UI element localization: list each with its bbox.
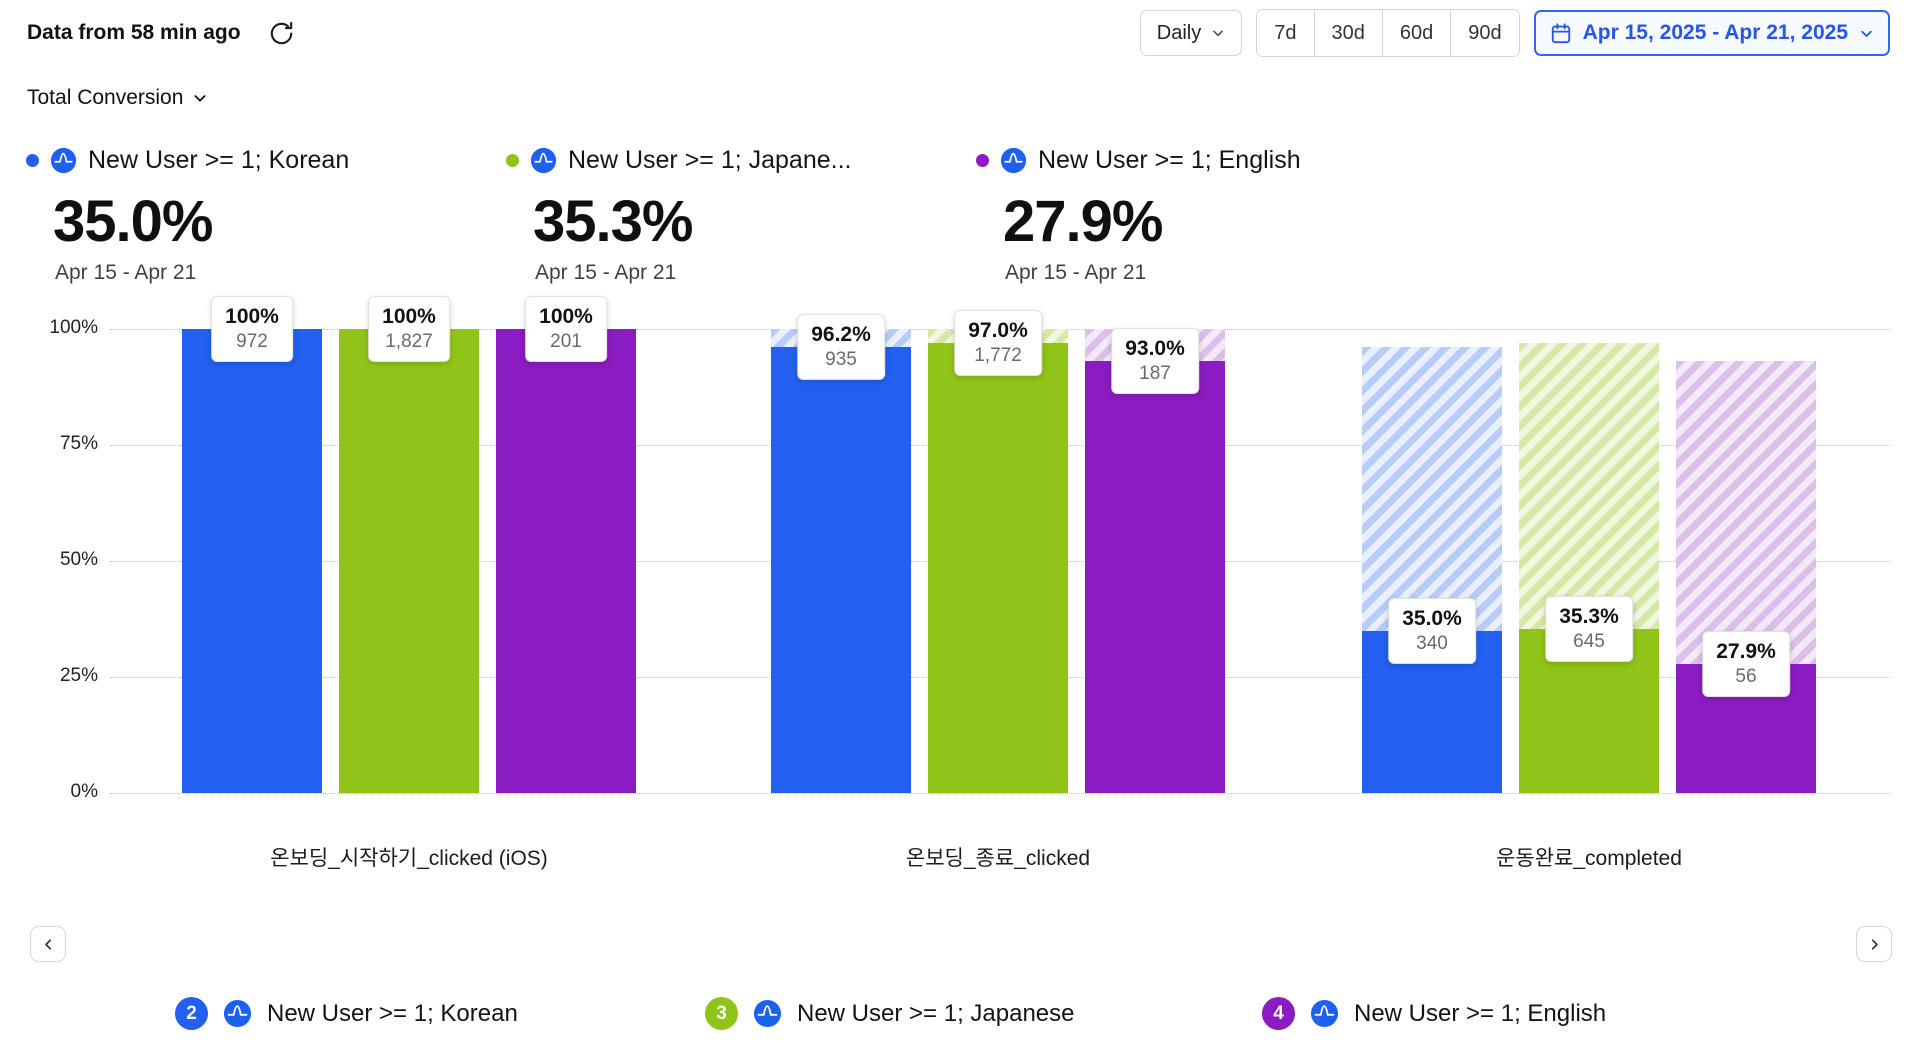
calendar-icon	[1550, 22, 1572, 44]
series-summary-korean: New User >= 1; Korean 35.0% Apr 15 - Apr…	[26, 144, 496, 285]
bar-value-label: 35.3% 645	[1545, 596, 1633, 663]
range-60d-button[interactable]: 60d	[1381, 10, 1451, 56]
series-summary-english: New User >= 1; English 27.9% Apr 15 - Ap…	[976, 144, 1446, 285]
bar-value-label: 100% 1,827	[368, 296, 450, 362]
granularity-dropdown[interactable]: Daily	[1139, 10, 1243, 56]
amplitude-event-icon	[1000, 147, 1027, 174]
series-legend[interactable]: New User >= 1; Japane...	[506, 144, 976, 176]
funnel-bar[interactable]	[1085, 361, 1225, 793]
quick-range-group: 7d 30d 60d 90d	[1256, 9, 1520, 57]
step-number-badge: 4	[1262, 997, 1295, 1030]
legend-name: New User >= 1; Korean	[267, 999, 518, 1027]
next-page-button[interactable]	[1856, 926, 1892, 962]
legend-item-japanese[interactable]: 3 New User >= 1; Japanese	[705, 997, 1075, 1030]
series-name: New User >= 1; English	[1038, 145, 1301, 174]
date-range-picker[interactable]: Apr 15, 2025 - Apr 21, 2025	[1533, 10, 1890, 56]
toolbar: Data from 58 min ago Daily 7d 30d 60d 90…	[0, 8, 1906, 58]
conversion-value: 35.0%	[53, 189, 213, 254]
x-axis-category-label: 온보딩_시작하기_clicked (iOS)	[270, 847, 548, 870]
series-legend[interactable]: New User >= 1; Korean	[26, 144, 496, 176]
refresh-icon[interactable]	[265, 17, 298, 50]
conversion-date-range: Apr 15 - Apr 21	[55, 261, 197, 284]
funnel-dropoff-hatch	[1676, 361, 1816, 664]
series-summary-japanese: New User >= 1; Japane... 35.3% Apr 15 - …	[506, 144, 976, 285]
bar-value-label: 97.0% 1,772	[954, 309, 1042, 376]
y-axis-tick-label: 50%	[59, 549, 98, 570]
amplitude-event-icon	[530, 147, 557, 174]
conversion-date-range: Apr 15 - Apr 21	[535, 261, 677, 284]
bar-value-label: 96.2% 935	[797, 313, 885, 380]
legend-item-korean[interactable]: 2 New User >= 1; Korean	[175, 997, 518, 1030]
bar-value-label: 100% 201	[525, 296, 607, 362]
range-30d-button[interactable]: 30d	[1313, 10, 1382, 56]
x-axis-category-label: 온보딩_종료_clicked	[905, 847, 1091, 870]
funnel-bar[interactable]	[928, 342, 1068, 793]
y-axis-tick-label: 0%	[70, 781, 98, 802]
legend-name: New User >= 1; Japanese	[797, 999, 1075, 1027]
chevron-down-icon	[194, 95, 206, 102]
data-freshness-label: Data from 58 min ago	[27, 21, 241, 44]
funnel-dropoff-hatch	[1362, 346, 1502, 631]
bar-value-label: 35.0% 340	[1388, 597, 1476, 664]
series-legend[interactable]: New User >= 1; English	[976, 144, 1446, 176]
series-color-dot	[26, 153, 39, 167]
funnel-bar[interactable]	[339, 329, 479, 793]
range-7d-button[interactable]: 7d	[1257, 10, 1314, 56]
y-axis-tick-label: 75%	[59, 433, 98, 454]
series-color-dot	[976, 153, 989, 167]
gridline	[110, 793, 1890, 794]
bar-value-label: 100% 972	[211, 296, 293, 362]
conversion-value: 27.9%	[1003, 189, 1163, 254]
series-name: New User >= 1; Korean	[88, 145, 350, 174]
toolbar-controls: Daily 7d 30d 60d 90d Apr 15, 2025 - Apr …	[1139, 9, 1890, 57]
amplitude-event-icon	[50, 147, 77, 174]
range-90d-button[interactable]: 90d	[1450, 10, 1519, 56]
series-name: New User >= 1; Japane...	[568, 145, 852, 174]
amplitude-event-icon	[753, 999, 782, 1028]
legend-name: New User >= 1; English	[1354, 999, 1607, 1027]
funnel-bar[interactable]	[496, 329, 636, 793]
step-number-badge: 2	[175, 997, 208, 1030]
funnel-dropoff-hatch	[1519, 342, 1659, 630]
legend-item-english[interactable]: 4 New User >= 1; English	[1262, 997, 1606, 1030]
granularity-value: Daily	[1156, 21, 1202, 44]
series-color-dot	[506, 153, 519, 167]
y-axis-tick-label: 100%	[49, 317, 98, 338]
amplitude-event-icon	[223, 999, 252, 1028]
prev-page-button[interactable]	[30, 926, 66, 962]
conversion-date-range: Apr 15 - Apr 21	[1005, 261, 1147, 284]
step-number-badge: 3	[705, 997, 738, 1030]
metric-selector[interactable]: Total Conversion	[27, 86, 208, 110]
metric-selector-label: Total Conversion	[27, 86, 184, 109]
funnel-bar[interactable]	[182, 329, 322, 793]
x-axis-category-label: 운동완료_completed	[1496, 847, 1682, 870]
y-axis-tick-label: 25%	[59, 665, 98, 686]
bar-value-label: 93.0% 187	[1111, 328, 1199, 395]
date-range-value: Apr 15, 2025 - Apr 21, 2025	[1582, 21, 1848, 44]
conversion-value: 35.3%	[533, 189, 693, 254]
bar-value-label: 27.9% 56	[1702, 630, 1790, 697]
amplitude-event-icon	[1310, 999, 1339, 1028]
funnel-bar[interactable]	[771, 346, 911, 793]
